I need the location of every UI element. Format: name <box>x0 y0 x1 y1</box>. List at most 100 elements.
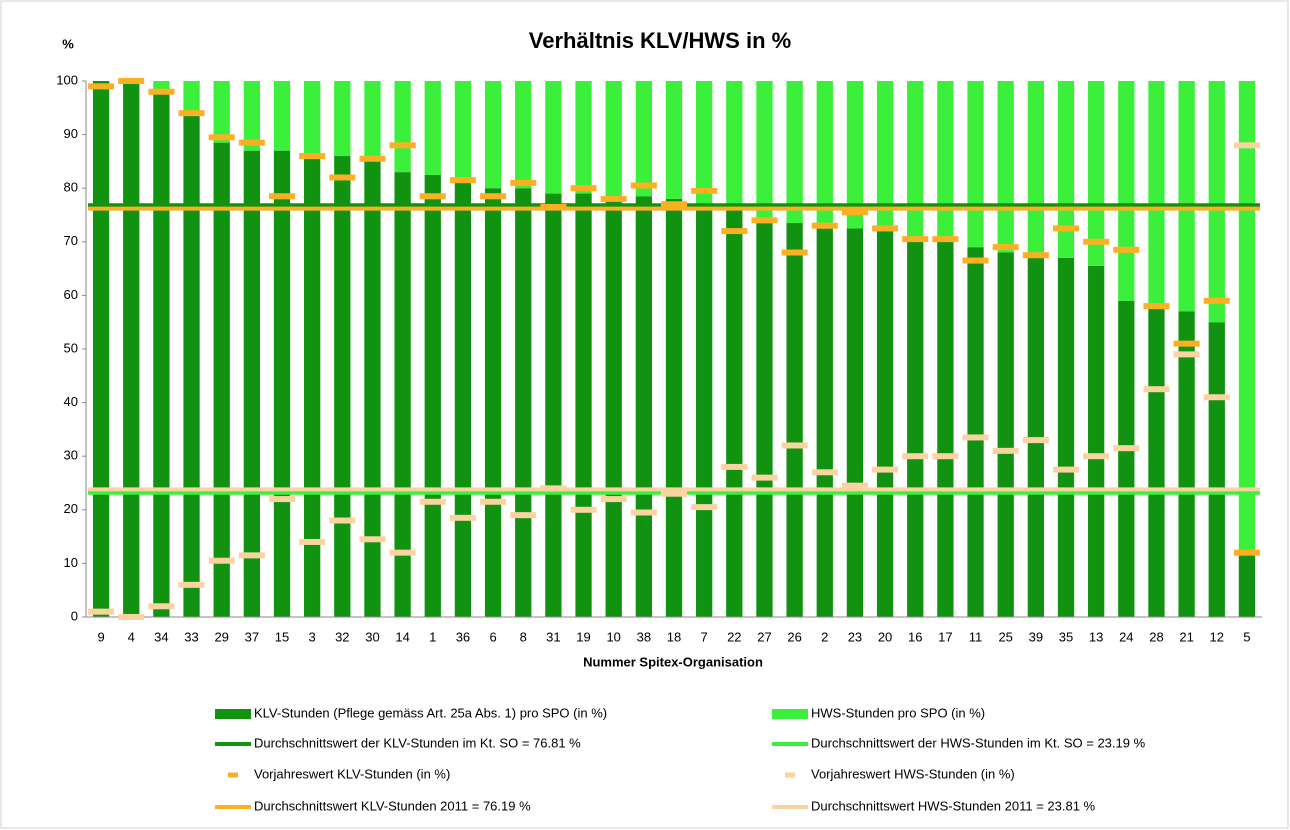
marker <box>480 498 507 505</box>
marker <box>329 174 356 181</box>
bar-segment <box>696 81 713 207</box>
marker <box>1173 340 1200 347</box>
bar-segment <box>92 81 110 617</box>
x-axis-title: Nummer Spitex-Organisation <box>583 654 763 669</box>
legend-swatch <box>785 772 795 778</box>
bar-segment <box>1118 300 1135 617</box>
bar-segment <box>1027 255 1044 617</box>
legend-swatch <box>228 772 238 778</box>
bar-segment <box>665 198 683 618</box>
marker <box>88 608 115 615</box>
bar-segment <box>876 231 894 617</box>
marker <box>992 244 1019 251</box>
x-tick-label: 17 <box>938 629 952 644</box>
bar-segment <box>243 150 260 617</box>
x-tick-label: 5 <box>1243 629 1250 644</box>
y-tick-label: 40 <box>64 394 78 409</box>
marker <box>872 225 899 232</box>
marker <box>540 203 567 210</box>
marker <box>992 447 1019 454</box>
bar-segment <box>334 156 351 618</box>
marker <box>872 466 899 473</box>
x-tick-label: 22 <box>727 629 741 644</box>
marker <box>811 222 838 229</box>
bar-segment <box>153 91 170 618</box>
marker <box>359 536 386 543</box>
bar-segment <box>304 81 321 157</box>
marker <box>449 177 476 184</box>
marker <box>419 498 446 505</box>
marker <box>88 83 115 90</box>
marker <box>962 257 989 264</box>
bar-segment <box>1238 555 1256 617</box>
marker <box>118 78 145 84</box>
marker <box>1083 453 1110 460</box>
y-tick-label: 70 <box>64 233 78 248</box>
bar-segment <box>665 81 683 199</box>
marker <box>1053 225 1079 232</box>
x-tick-label: 34 <box>154 629 168 644</box>
marker <box>1233 549 1260 556</box>
marker <box>781 442 808 449</box>
y-tick-label: 10 <box>64 555 78 570</box>
marker <box>238 139 265 146</box>
legend-label: Durchschnittswert HWS-Stunden 2011 = 23.… <box>811 798 1096 813</box>
x-tick-label: 37 <box>245 629 259 644</box>
bar-segment <box>364 81 381 162</box>
y-tick-label: 30 <box>64 448 78 463</box>
marker <box>238 552 265 559</box>
bar-segment <box>1057 81 1075 258</box>
marker <box>148 603 175 610</box>
marker <box>1022 252 1049 259</box>
marker <box>1143 386 1170 393</box>
bar-segment <box>696 206 713 617</box>
bar-segment <box>123 81 140 617</box>
marker <box>691 187 718 194</box>
x-tick-label: 24 <box>1119 629 1133 644</box>
x-tick-label: 6 <box>489 629 496 644</box>
marker <box>570 185 597 192</box>
marker <box>962 434 989 441</box>
bar-segment <box>876 81 894 232</box>
bar-segment <box>273 81 291 151</box>
bar-segment <box>183 81 200 116</box>
bar-segment <box>1088 265 1105 617</box>
marker <box>630 182 657 189</box>
marker <box>510 512 537 519</box>
x-tick-label: 21 <box>1179 629 1193 644</box>
bar-segment <box>243 81 260 151</box>
bar-segment <box>394 81 411 173</box>
bar-segment <box>153 81 170 92</box>
x-tick-label: 18 <box>667 629 681 644</box>
marker <box>148 88 175 95</box>
bar-segment <box>273 150 291 617</box>
legend-swatch <box>215 709 251 719</box>
bar-segment <box>816 81 833 224</box>
bar-segment <box>907 81 924 242</box>
bar-segment <box>575 193 592 617</box>
marker <box>1203 297 1230 304</box>
bar-segment <box>545 193 562 617</box>
x-tick-label: 15 <box>275 629 289 644</box>
bar-segment <box>1208 322 1225 617</box>
bar-segment <box>846 228 864 617</box>
marker <box>721 228 748 235</box>
legend-label: KLV-Stunden (Pflege gemäss Art. 25a Abs.… <box>254 705 607 720</box>
bar-segment <box>937 241 954 618</box>
x-tick-label: 9 <box>97 629 104 644</box>
y-tick-label: 80 <box>64 180 78 195</box>
marker <box>600 496 627 503</box>
bar-segment <box>394 172 411 617</box>
marker <box>118 614 145 620</box>
marker <box>721 463 748 470</box>
marker <box>1022 437 1049 444</box>
x-tick-label: 2 <box>821 629 828 644</box>
bar-segment <box>575 81 592 194</box>
marker <box>841 209 868 216</box>
x-tick-label: 36 <box>456 629 470 644</box>
x-tick-label: 27 <box>757 629 771 644</box>
x-tick-label: 38 <box>637 629 651 644</box>
y-unit-label: % <box>62 36 74 51</box>
x-tick-label: 29 <box>214 629 228 644</box>
